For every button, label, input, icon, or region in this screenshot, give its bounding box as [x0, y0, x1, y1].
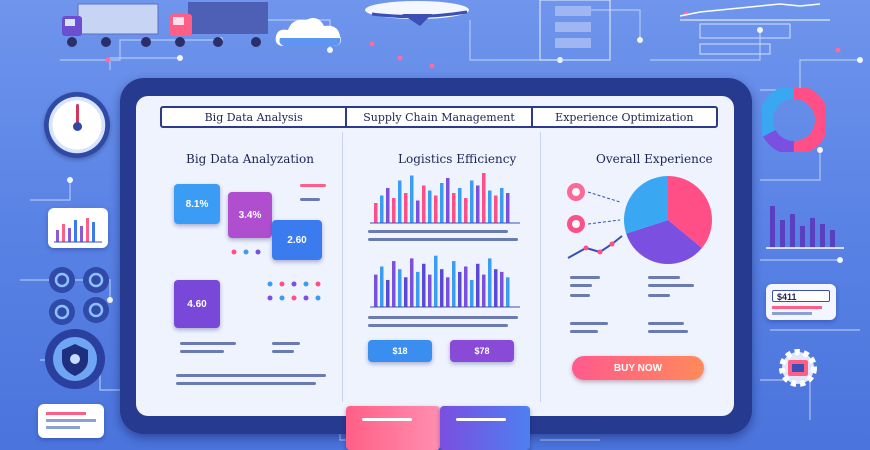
- bar: [500, 188, 504, 223]
- bar: [476, 263, 480, 307]
- dot-grid: [231, 249, 321, 301]
- bar: [422, 185, 426, 223]
- bar: [428, 190, 432, 223]
- bar: [440, 183, 444, 223]
- right-value-label: $411: [772, 290, 830, 302]
- bar: [374, 274, 378, 307]
- tab-big-data-analysis[interactable]: Big Data Analysis: [162, 108, 348, 126]
- bar: [416, 200, 420, 223]
- bar: [446, 277, 450, 307]
- bar: [452, 193, 456, 223]
- bar: [392, 261, 396, 307]
- experience-title: Overall Experience: [596, 152, 713, 166]
- sync-icon: [49, 299, 75, 325]
- stat-card[interactable]: 4.60: [174, 280, 220, 328]
- logistics-button[interactable]: $78: [450, 340, 514, 362]
- bar: [404, 277, 408, 307]
- pie-slice: [624, 176, 668, 234]
- stat-card-value: 4.60: [187, 298, 207, 310]
- bar: [494, 195, 498, 223]
- bar: [506, 277, 510, 307]
- logistics-title: Logistics Efficiency: [398, 152, 517, 166]
- truck-icon: [62, 3, 159, 47]
- bar: [374, 203, 378, 223]
- big-data-title: Big Data Analyzation: [186, 152, 314, 166]
- pie-chart-icon: [762, 88, 826, 152]
- cloud-icon: [275, 18, 341, 46]
- truck-icon: [170, 2, 268, 47]
- bar: [494, 269, 498, 307]
- airplane-icon: [365, 1, 469, 26]
- bar: [392, 198, 396, 223]
- bar: [386, 188, 390, 223]
- bar: [470, 280, 474, 307]
- bar: [446, 178, 450, 223]
- stat-card-value: 2.60: [287, 234, 307, 246]
- buy-now-label: BUY NOW: [613, 362, 663, 374]
- pie-slice: [626, 220, 702, 264]
- logistics-bar-chart-2: [370, 255, 520, 308]
- buy-now-button[interactable]: BUY NOW: [572, 356, 704, 380]
- bar: [464, 266, 468, 307]
- gear-icon: [779, 349, 817, 387]
- refresh-icon: [49, 267, 75, 293]
- bar: [422, 263, 426, 307]
- stat-card[interactable]: 2.60: [272, 220, 322, 260]
- bar: [452, 261, 456, 307]
- logistics-bar-chart: [370, 173, 520, 224]
- bar: [416, 271, 420, 307]
- bar: [476, 185, 480, 223]
- bar: [488, 258, 492, 307]
- bar: [398, 269, 402, 307]
- bar: [440, 269, 444, 307]
- bar: [404, 193, 408, 223]
- logistics-button-label: $18: [392, 346, 408, 356]
- stat-card[interactable]: 8.1%: [174, 184, 220, 224]
- bar: [470, 180, 474, 223]
- left-list-card: [38, 404, 104, 438]
- experience-pie-chart: [624, 176, 712, 264]
- bar: [434, 255, 438, 307]
- pie-slice: [668, 176, 712, 249]
- link-icon: [83, 297, 109, 323]
- bar: [380, 266, 384, 307]
- right-value-card: $411: [766, 284, 836, 320]
- bar: [500, 271, 504, 307]
- stat-card-value: 3.4%: [238, 209, 262, 221]
- stat-card[interactable]: 3.4%: [228, 192, 272, 238]
- bar: [482, 274, 486, 307]
- settings-icon: [83, 267, 109, 293]
- bar: [428, 274, 432, 307]
- bar: [464, 198, 468, 223]
- bar: [458, 188, 462, 223]
- left-bar-chart-card: [48, 208, 108, 248]
- bottom-card-pink: [346, 406, 440, 450]
- experience-line-chart: [567, 183, 623, 259]
- stat-card-value: 8.1%: [185, 198, 209, 210]
- bar: [386, 280, 390, 307]
- bar: [488, 190, 492, 223]
- tab-bar: Big Data Analysis Supply Chain Managemen…: [160, 106, 718, 128]
- panel-divider: [540, 132, 541, 402]
- bar: [506, 193, 510, 223]
- logistics-button-label: $78: [474, 346, 490, 356]
- panel-divider: [342, 132, 343, 402]
- bar: [410, 258, 414, 307]
- bar: [398, 180, 402, 223]
- tab-experience-optimization[interactable]: Experience Optimization: [555, 110, 694, 124]
- bar: [380, 195, 384, 223]
- logistics-button[interactable]: $18: [368, 340, 432, 362]
- bar: [434, 195, 438, 223]
- bar: [482, 173, 486, 223]
- bar: [458, 271, 462, 307]
- shield-icon: [45, 329, 105, 389]
- bar: [410, 175, 414, 223]
- bar-chart-icon: [766, 206, 844, 249]
- tab-supply-chain-management[interactable]: Supply Chain Management: [347, 108, 533, 126]
- bottom-card-purple: [440, 406, 530, 450]
- gauge-icon: [44, 92, 110, 158]
